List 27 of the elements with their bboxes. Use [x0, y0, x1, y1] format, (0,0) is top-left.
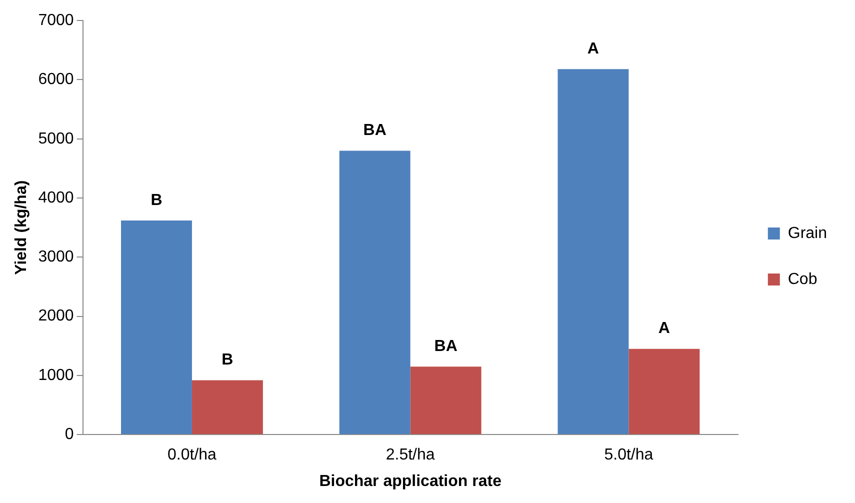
x-tick-label: 5.0t/ha	[604, 446, 654, 464]
annotation: B	[150, 192, 162, 209]
y-axis-title: Yield (kg/ha)	[13, 180, 30, 275]
x-tick-label: 0.0t/ha	[168, 446, 217, 464]
y-tick-label: 4000	[38, 189, 74, 206]
y-tick-label: 3000	[38, 248, 74, 266]
bar	[192, 380, 263, 434]
annotation: BA	[434, 338, 458, 355]
y-tick-label: 0	[64, 426, 74, 444]
y-tick-label: 2000	[38, 308, 74, 325]
legend-label: Grain	[788, 224, 827, 242]
annotation: B	[222, 352, 234, 369]
annotation: A	[587, 40, 600, 58]
annotation: BA	[363, 122, 387, 140]
bar	[410, 366, 482, 434]
bar	[558, 69, 629, 434]
y-tick-label: 5000	[38, 130, 74, 148]
y-tick-label: 6000	[38, 71, 74, 88]
y-tick-label: 7000	[38, 12, 74, 30]
bar	[121, 220, 192, 434]
x-axis-title: Biochar application rate	[319, 472, 502, 490]
y-tick-label: 1000	[38, 366, 74, 384]
legend-label: Cob	[788, 270, 818, 288]
bar	[339, 150, 410, 434]
annotation: A	[658, 320, 670, 338]
x-tick-label: 2.5t/ha	[386, 446, 435, 464]
bar	[628, 348, 700, 434]
